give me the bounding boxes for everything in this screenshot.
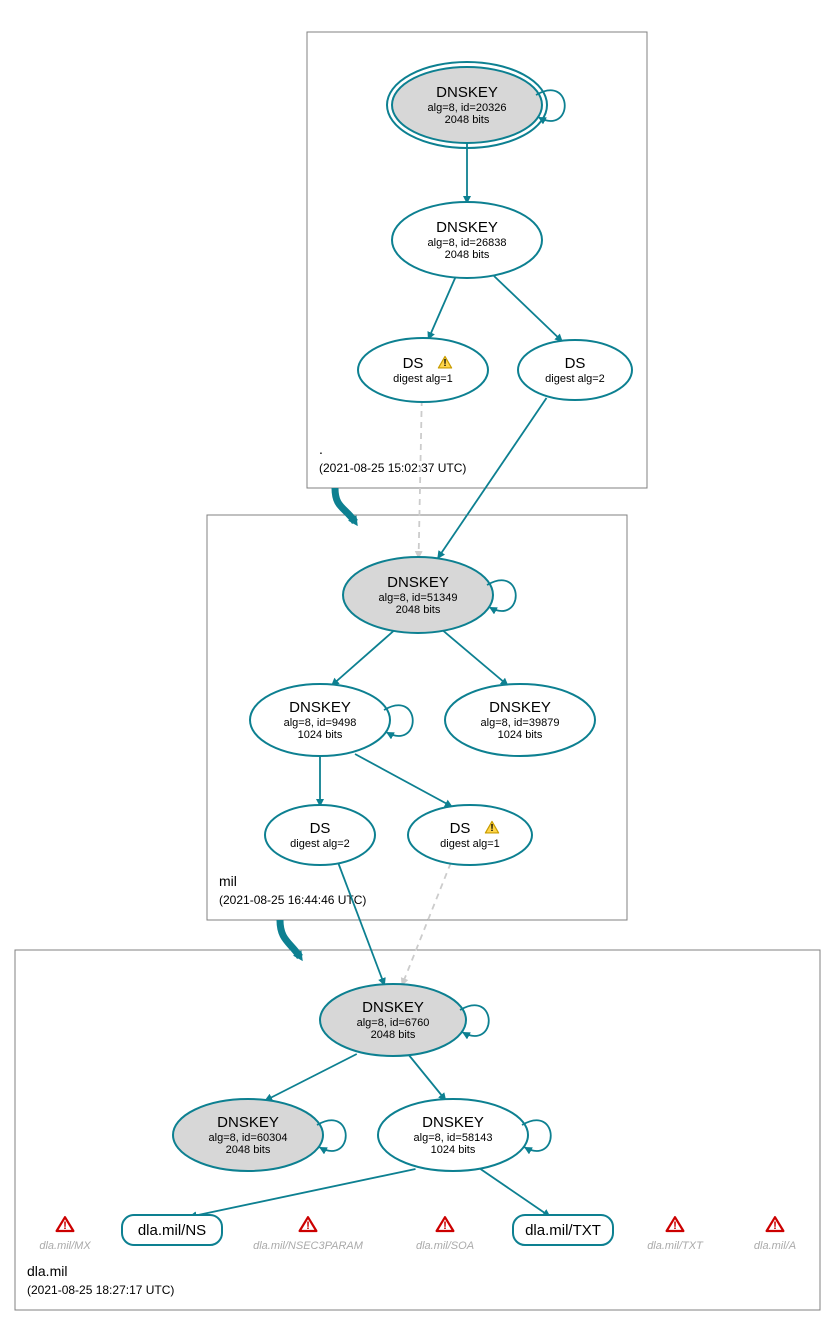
node-mil_zsk2: DNSKEYalg=8, id=398791024 bits <box>445 684 595 756</box>
edge-dla_zsk2-rr_ns <box>189 1169 416 1217</box>
svg-text:DNSKEY: DNSKEY <box>217 1114 279 1131</box>
svg-text:DS: DS <box>450 820 471 837</box>
node-dla_ksk: DNSKEYalg=8, id=67602048 bits <box>320 984 489 1056</box>
error-dla-mil-NSEC3PARAM: ! dla.mil/NSEC3PARAM <box>253 1217 364 1252</box>
svg-text:!: ! <box>306 1220 310 1232</box>
svg-text:!: ! <box>443 358 446 369</box>
svg-text:DNSKEY: DNSKEY <box>436 84 498 101</box>
svg-text:DNSKEY: DNSKEY <box>387 574 449 591</box>
svg-text:DS: DS <box>310 820 331 837</box>
svg-text:alg=8, id=6760: alg=8, id=6760 <box>357 1017 430 1029</box>
svg-text:dla.mil/TXT: dla.mil/TXT <box>525 1222 601 1239</box>
svg-text:!: ! <box>773 1220 777 1232</box>
edge-mil_ksk-mil_zsk2 <box>444 631 509 686</box>
node-mil_zsk1: DNSKEYalg=8, id=94981024 bits <box>250 684 413 756</box>
svg-text:alg=8, id=9498: alg=8, id=9498 <box>284 717 357 729</box>
svg-text:alg=8, id=51349: alg=8, id=51349 <box>379 592 458 604</box>
svg-text:dla.mil/MX: dla.mil/MX <box>39 1240 91 1252</box>
dnssec-diagram: . (2021-08-25 15:02:37 UTC) mil (2021-08-25… <box>0 0 835 1320</box>
svg-text:DNSKEY: DNSKEY <box>422 1114 484 1131</box>
node-rr_txt: dla.mil/TXT <box>513 1215 613 1245</box>
node-mil_ksk: DNSKEYalg=8, id=513492048 bits <box>343 557 516 633</box>
node-root_zsk: DNSKEYalg=8, id=268382048 bits <box>392 202 542 278</box>
zone-arrow-root-mil <box>335 488 355 522</box>
edge-mil_ds1-dla_ksk <box>402 863 451 986</box>
svg-text:mil: mil <box>219 873 237 889</box>
node-mil_ds2: DSdigest alg=2 <box>265 805 375 865</box>
node-root_ds2: DSdigest alg=2 <box>518 340 632 400</box>
edge-mil_ksk-mil_zsk1 <box>331 631 393 686</box>
svg-text:digest alg=1: digest alg=1 <box>440 838 500 850</box>
error-dla-mil-A: ! dla.mil/A <box>754 1217 796 1252</box>
zone-arrow-mil-dlamil <box>280 920 300 957</box>
svg-text:DS: DS <box>565 355 586 372</box>
node-mil_ds1: DS! digest alg=1 <box>408 805 532 865</box>
svg-text:2048 bits: 2048 bits <box>445 249 490 261</box>
edge-root_zsk-root_ds1 <box>428 276 456 340</box>
svg-text:DNSKEY: DNSKEY <box>436 219 498 236</box>
node-dla_zsk1: DNSKEYalg=8, id=603042048 bits <box>173 1099 346 1171</box>
error-dla-mil-MX: ! dla.mil/MX <box>39 1217 91 1252</box>
svg-text:!: ! <box>490 823 493 834</box>
svg-text:digest alg=1: digest alg=1 <box>393 373 453 385</box>
error-dla-mil-SOA: ! dla.mil/SOA <box>416 1217 474 1252</box>
svg-text:1024 bits: 1024 bits <box>298 729 343 741</box>
edge-dla_ksk-dla_zsk2 <box>408 1054 446 1101</box>
svg-text:!: ! <box>63 1220 67 1232</box>
svg-text:2048 bits: 2048 bits <box>396 604 441 616</box>
svg-text:(2021-08-25 18:27:17 UTC): (2021-08-25 18:27:17 UTC) <box>27 1283 174 1297</box>
edge-mil_ds2-dla_ksk <box>338 863 385 986</box>
svg-text:alg=8, id=20326: alg=8, id=20326 <box>428 102 507 114</box>
svg-text:alg=8, id=60304: alg=8, id=60304 <box>209 1132 288 1144</box>
edge-dla_ksk-dla_zsk1 <box>264 1054 356 1101</box>
edge-root_zsk-root_ds2 <box>494 276 563 342</box>
svg-text:DNSKEY: DNSKEY <box>362 999 424 1016</box>
svg-text:digest alg=2: digest alg=2 <box>290 838 350 850</box>
svg-text:1024 bits: 1024 bits <box>498 729 543 741</box>
svg-text:2048 bits: 2048 bits <box>445 114 490 126</box>
svg-text:alg=8, id=39879: alg=8, id=39879 <box>481 717 560 729</box>
svg-text:dla.mil: dla.mil <box>27 1263 67 1279</box>
svg-text:DS: DS <box>403 355 424 372</box>
node-dla_zsk2: DNSKEYalg=8, id=581431024 bits <box>378 1099 551 1171</box>
error-dla-mil-TXT: ! dla.mil/TXT <box>647 1217 704 1252</box>
svg-text:DNSKEY: DNSKEY <box>289 699 351 716</box>
svg-text:dla.mil/TXT: dla.mil/TXT <box>647 1240 704 1252</box>
svg-text:dla.mil/A: dla.mil/A <box>754 1240 796 1252</box>
svg-text:2048 bits: 2048 bits <box>371 1029 416 1041</box>
svg-text:2048 bits: 2048 bits <box>226 1144 271 1156</box>
svg-text:!: ! <box>673 1220 677 1232</box>
edge-dla_zsk2-rr_txt <box>481 1169 551 1217</box>
svg-text:alg=8, id=26838: alg=8, id=26838 <box>428 237 507 249</box>
svg-text:DNSKEY: DNSKEY <box>489 699 551 716</box>
svg-text:(2021-08-25 15:02:37 UTC): (2021-08-25 15:02:37 UTC) <box>319 461 466 475</box>
node-root_ds1: DS! digest alg=1 <box>358 338 488 402</box>
edge-root_ds1-mil_ksk <box>419 400 422 559</box>
svg-text:alg=8, id=58143: alg=8, id=58143 <box>414 1132 493 1144</box>
svg-text:.: . <box>319 441 323 457</box>
svg-text:dla.mil/NS: dla.mil/NS <box>138 1222 206 1239</box>
svg-text:dla.mil/NSEC3PARAM: dla.mil/NSEC3PARAM <box>253 1240 364 1252</box>
svg-text:(2021-08-25 16:44:46 UTC): (2021-08-25 16:44:46 UTC) <box>219 893 366 907</box>
edge-mil_zsk1-mil_ds1 <box>355 754 453 807</box>
svg-text:!: ! <box>443 1220 447 1232</box>
node-root_ksk: DNSKEYalg=8, id=203262048 bits <box>387 62 565 148</box>
svg-text:dla.mil/SOA: dla.mil/SOA <box>416 1240 474 1252</box>
svg-text:1024 bits: 1024 bits <box>431 1144 476 1156</box>
svg-text:digest alg=2: digest alg=2 <box>545 373 605 385</box>
node-rr_ns: dla.mil/NS <box>122 1215 222 1245</box>
edge-root_ds2-mil_ksk <box>437 398 546 559</box>
